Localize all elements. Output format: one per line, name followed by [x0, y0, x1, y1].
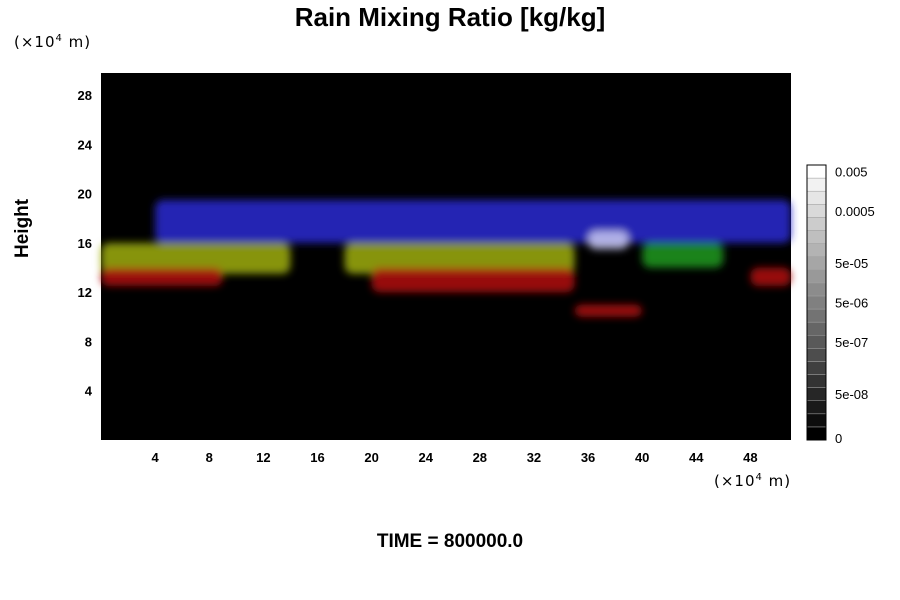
y-unit-prefix: (×10 — [14, 33, 56, 51]
field-feature-white — [588, 230, 629, 250]
y-tick-label: 24 — [78, 137, 93, 152]
colorbar-label: 5e-08 — [835, 387, 868, 402]
colorbar-swatch — [806, 256, 827, 271]
x-tick-label: 24 — [418, 450, 433, 465]
colorbar-swatch — [806, 321, 827, 336]
colorbar-swatch — [806, 177, 827, 192]
colorbar-swatch — [806, 190, 827, 205]
colorbar-label: 5e-05 — [835, 256, 868, 271]
colorbar-swatch — [806, 348, 827, 362]
x-tick-label: 44 — [689, 450, 704, 465]
y-axis-unit: (×104 m) — [14, 33, 91, 51]
colorbar-label: 5e-07 — [835, 335, 868, 350]
x-tick-label: 48 — [743, 450, 757, 465]
colorbar-swatch — [806, 400, 827, 415]
colorbar-swatch — [806, 217, 827, 231]
colorbar-swatch — [806, 204, 827, 218]
colorbar-swatch — [806, 308, 827, 323]
colorbar-swatch — [806, 387, 827, 401]
field-feature-red — [574, 304, 643, 317]
colorbar-swatch — [806, 269, 827, 284]
colorbar-swatch — [806, 361, 827, 375]
field-feature-blue — [155, 199, 791, 243]
y-unit-suffix: m) — [62, 33, 92, 51]
colorbar-label: 0.0005 — [835, 204, 875, 219]
x-tick-labels: 4 8 12 16 20 24 28 32 36 40 44 48 — [152, 450, 758, 465]
time-label: TIME = 800000.0 — [376, 531, 524, 552]
colorbar-swatch — [806, 282, 827, 297]
x-tick-label: 28 — [473, 450, 487, 465]
y-unit-exponent: 4 — [55, 33, 63, 44]
colorbar-label: 5e-06 — [835, 296, 868, 311]
x-tick-label: 4 — [152, 450, 160, 465]
colorbar-swatch — [806, 374, 827, 388]
x-tick-label: 36 — [581, 450, 595, 465]
x-tick-label: 32 — [527, 450, 541, 465]
y-tick-label: 20 — [78, 187, 92, 202]
x-tick-label: 40 — [635, 450, 649, 465]
chart-title: Rain Mixing Ratio [kg/kg] — [294, 2, 606, 32]
colorbar-swatch — [806, 413, 827, 428]
y-tick-label: 12 — [78, 285, 92, 300]
field-feature-red — [750, 267, 791, 287]
field-feature-red — [371, 267, 575, 293]
field-feature-yellow — [344, 242, 575, 274]
field-feature-yellow — [101, 242, 291, 274]
colorbar-swatch — [806, 164, 827, 179]
x-tick-label: 16 — [310, 450, 324, 465]
y-tick-label: 28 — [78, 88, 92, 103]
x-axis-unit: (×104 m) — [714, 472, 791, 490]
x-tick-label: 20 — [364, 450, 378, 465]
y-tick-label: 16 — [78, 236, 92, 251]
colorbar-swatch — [806, 230, 827, 244]
field-feature-green — [642, 242, 724, 268]
colorbar-swatch — [806, 243, 827, 257]
colorbar-border — [806, 164, 827, 441]
y-tick-label: 4 — [85, 384, 93, 399]
y-tick-label: 8 — [85, 334, 92, 349]
x-tick-label: 12 — [256, 450, 270, 465]
colorbar-swatch — [806, 426, 827, 441]
x-tick-label: 8 — [206, 450, 213, 465]
field-feature-red — [101, 267, 223, 287]
feature-layer — [101, 199, 791, 317]
colorbar-label: 0 — [835, 431, 842, 446]
colorbar: 0 5e-08 5e-07 5e-06 5e-05 0.0005 0.005 — [806, 164, 875, 446]
colorbar-label: 0.005 — [835, 165, 868, 180]
colorbar-swatch — [806, 334, 827, 349]
x-unit-suffix: m) — [762, 472, 792, 490]
x-unit-exponent: 4 — [755, 472, 763, 483]
colorbar-swatch — [806, 295, 827, 310]
x-unit-prefix: (×10 — [714, 472, 756, 490]
y-tick-labels: 4 8 12 16 20 24 28 — [78, 88, 93, 399]
